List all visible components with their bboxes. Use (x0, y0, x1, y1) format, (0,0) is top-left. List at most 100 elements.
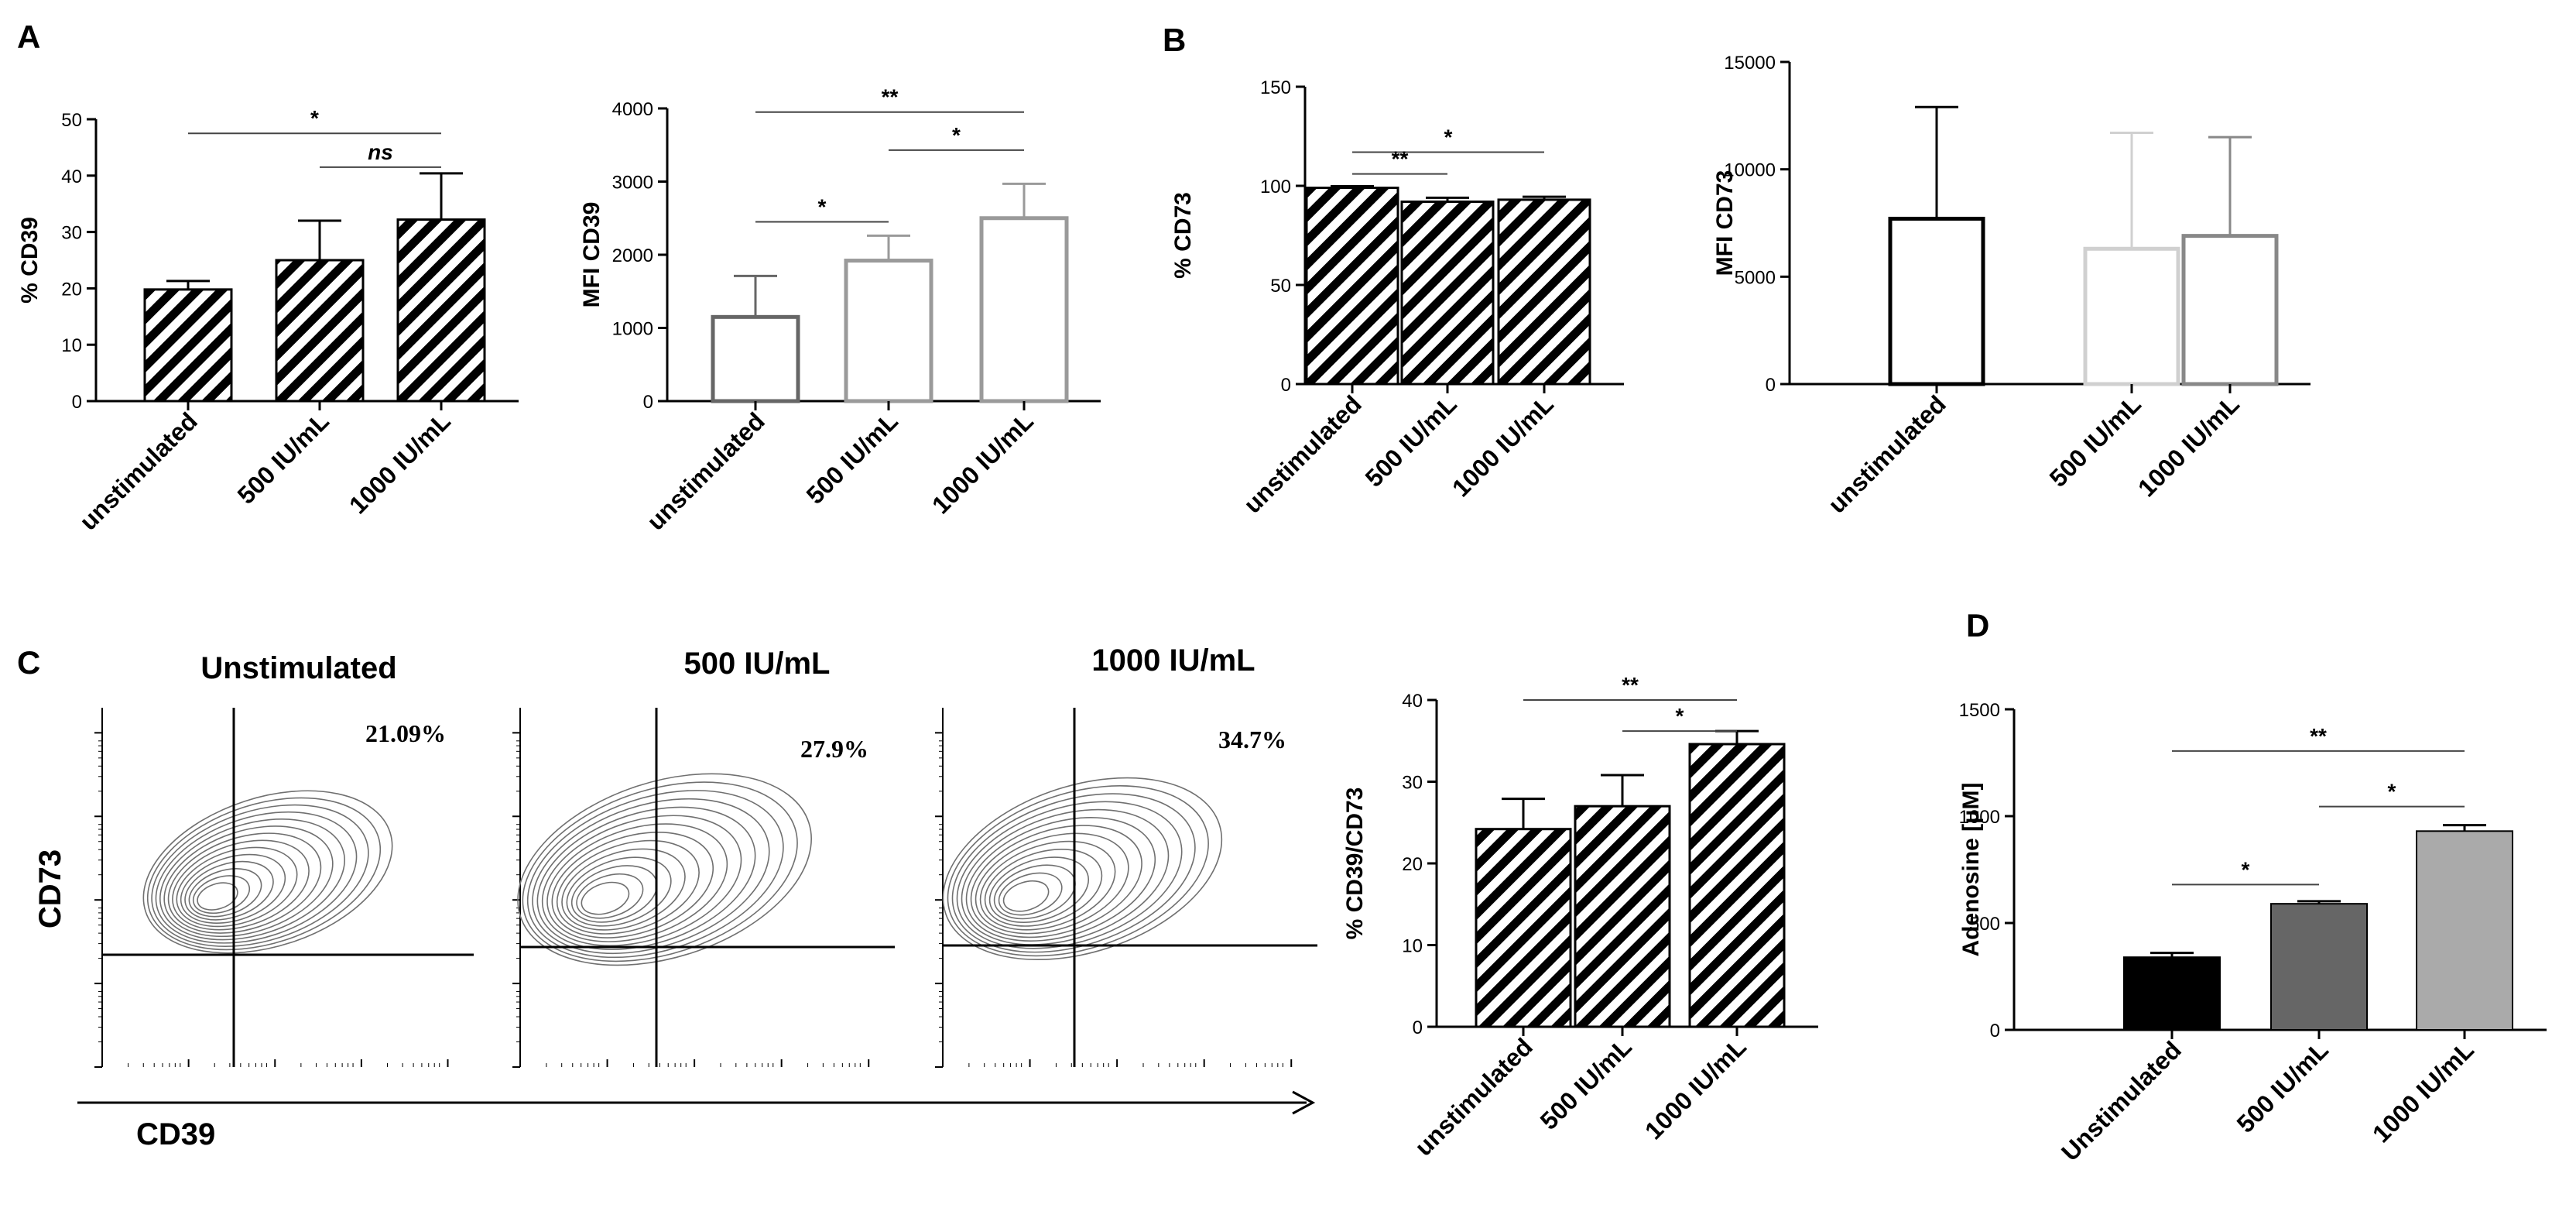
y-tick-label: 0 (1990, 1021, 2000, 1041)
contour-line (517, 773, 812, 966)
contour-line (541, 815, 742, 946)
contour-line (970, 825, 1142, 938)
y-tick-label: 10000 (1724, 160, 1776, 181)
contour-line (566, 856, 672, 927)
contour-line (546, 823, 728, 942)
bar (1574, 805, 1671, 1028)
contour-line (146, 797, 382, 951)
contour-line (522, 781, 798, 962)
y-tick-label: 10 (1402, 936, 1423, 957)
panel-label-c: C (17, 644, 40, 681)
y-tick-label: 0 (643, 392, 653, 413)
flow-percent: 27.9% (800, 735, 868, 763)
x-tick-label: 1000 IU/mL (344, 407, 456, 519)
y-tick-label: 50 (1270, 276, 1291, 297)
contour-line (142, 790, 393, 954)
flow-contour-plot (512, 708, 895, 1068)
flow-title: Unstimulated (200, 651, 396, 685)
y-tick-label: 15000 (1724, 53, 1776, 74)
x-tick-label: 500 IU/mL (1360, 389, 1462, 492)
x-tick-label: unstimulated (74, 407, 203, 535)
y-tick-label: 2000 (612, 245, 653, 266)
flow-contour-plot (94, 708, 474, 1068)
y-axis-label: % CD39 (17, 217, 43, 304)
panel-label-a: A (17, 19, 40, 55)
y-tick-label: 0 (1413, 1017, 1423, 1038)
bar (1400, 200, 1495, 386)
x-tick-label: unstimulated (1410, 1032, 1538, 1161)
contour-line (180, 853, 286, 924)
contour-line (536, 806, 756, 951)
significance-label: ** (2310, 724, 2327, 748)
contour-line (947, 785, 1209, 957)
flow-contour-plot (935, 708, 1317, 1068)
contour-line (172, 839, 310, 931)
significance-label: * (2242, 857, 2250, 881)
contour-line (184, 860, 274, 921)
panel-label-b: B (1163, 22, 1186, 58)
y-tick-label: 3000 (612, 173, 653, 194)
significance-label: ** (882, 85, 899, 109)
chart-percent-cd39: 0 10 20 30 40 50 % CD39 unstimulated 500 IU/mL 10… (17, 106, 519, 536)
y-axis-label: MFI CD73 (1712, 170, 1738, 276)
arrow-head-icon (1292, 1090, 1316, 1115)
bar (143, 288, 233, 403)
significance-label: * (1444, 125, 1453, 149)
y-tick-label: 30 (1402, 773, 1423, 794)
flow-percent: 21.09% (365, 719, 446, 747)
flow-plot-1000: 1000 IU/mL 34.7% (1091, 643, 1286, 753)
bar (1888, 216, 1985, 386)
contour-line (192, 875, 251, 914)
bar (275, 259, 365, 403)
contour-line (551, 832, 714, 938)
significance-label: ns (368, 140, 393, 164)
flow-percent: 34.7% (1218, 726, 1286, 753)
bar (1305, 187, 1399, 386)
y-tick-label: 1000 (1959, 807, 2000, 828)
x-tick-label: 500 IU/mL (1535, 1032, 1637, 1134)
significance-label: * (2388, 780, 2396, 804)
contour-line (561, 848, 686, 931)
contour-line (176, 846, 298, 928)
y-tick-label: 20 (61, 279, 82, 300)
panel-label-d: D (1966, 607, 1989, 643)
bar (1688, 743, 1786, 1028)
y-tick-label: 50 (61, 110, 82, 131)
x-tick-label: unstimulated (642, 407, 770, 535)
bar (2123, 956, 2221, 1031)
x-tick-label: unstimulated (1238, 389, 1367, 518)
contour-line (1002, 880, 1050, 912)
flow-x-axis-label: CD39 (136, 1117, 215, 1151)
chart-mfi-cd73: 0 5000 10000 15000 MFI CD73 unstimulated 500 I… (1712, 53, 2311, 519)
x-tick-label: unstimulated (1823, 389, 1951, 518)
y-tick-label: 30 (61, 223, 82, 244)
flow-title: 500 IU/mL (684, 647, 831, 681)
chart-mfi-cd39: 0 1000 2000 3000 4000 MFI CD39 unstimulated 500… (579, 85, 1101, 536)
bar (2181, 234, 2279, 386)
bar (1497, 198, 1591, 386)
bar (2270, 903, 2368, 1031)
x-tick-label: 1000 IU/mL (1639, 1032, 1752, 1144)
contour-line (159, 818, 345, 941)
contour-line (979, 840, 1116, 931)
y-tick-label: 100 (1260, 177, 1291, 197)
bar (2083, 246, 2180, 386)
y-tick-label: 5000 (1735, 267, 1776, 288)
y-tick-label: 40 (61, 166, 82, 187)
x-tick-label: 500 IU/mL (2044, 389, 2146, 492)
significance-label: * (818, 194, 827, 218)
y-axis-label: % CD73 (1170, 192, 1196, 279)
contour-line (961, 808, 1170, 945)
contour-line (998, 872, 1063, 916)
y-axis-label: % CD39/CD73 (1342, 788, 1368, 940)
x-tick-label: 1000 IU/mL (2132, 389, 2245, 502)
contour-line (556, 839, 700, 935)
contour-line (956, 801, 1183, 949)
chart-adenosine: 0 500 1000 1500 Adenosine [μM] Unstimulated 50… (1958, 700, 2547, 1166)
significance-label: ** (1622, 673, 1639, 697)
y-tick-label: 150 (1260, 77, 1291, 98)
flow-y-axis-label: CD73 (33, 849, 67, 928)
